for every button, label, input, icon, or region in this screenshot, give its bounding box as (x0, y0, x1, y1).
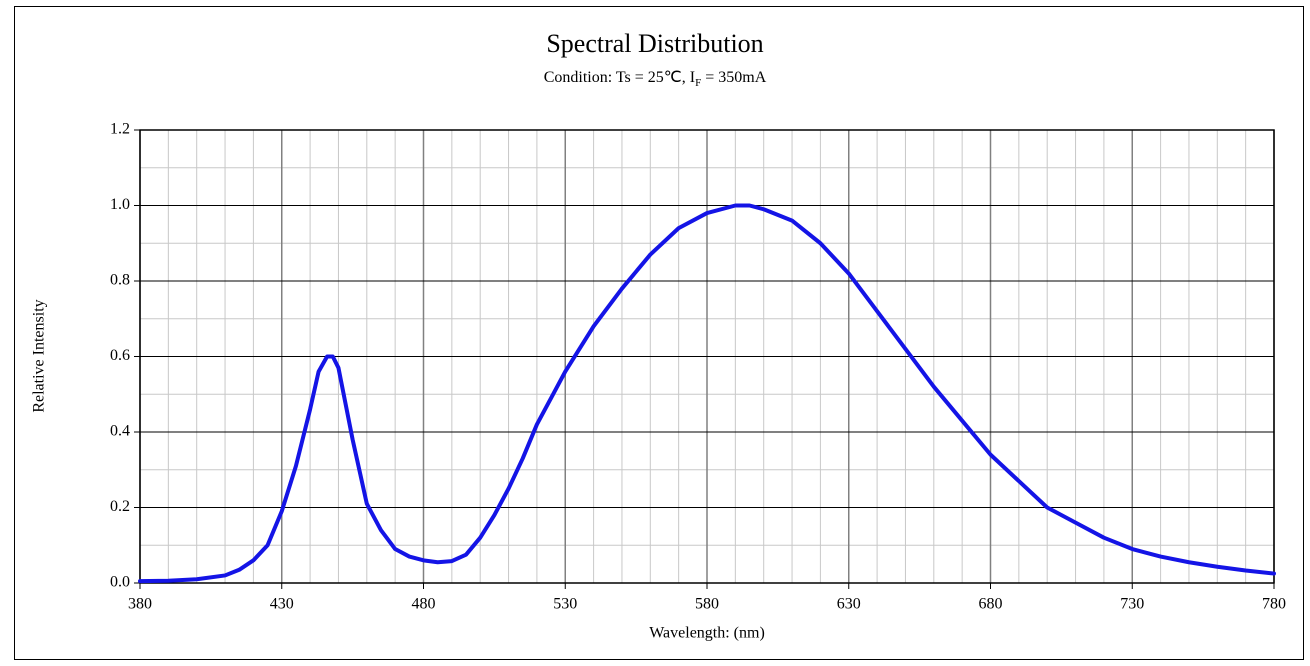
y-axis-label: Relative Intensity (31, 299, 48, 412)
plot-border (139, 129, 1275, 584)
y-tick-label: 0.6 (110, 347, 130, 364)
x-axis-label: Wavelength: (nm) (649, 625, 765, 642)
y-tick-label: 1.0 (110, 196, 130, 213)
frame (14, 6, 1304, 660)
subtitle-text: = 350mA (701, 69, 766, 86)
y-tick-label: 0.2 (110, 498, 130, 515)
chart-title: Spectral Distribution (546, 29, 763, 58)
subtitle-text: Condition: Ts = 25℃, I (544, 69, 695, 86)
x-tick-label: 580 (695, 596, 719, 613)
x-tick-label: 630 (837, 596, 861, 613)
data-line (138, 203, 1276, 584)
x-tick-label: 730 (1120, 596, 1144, 613)
x-tick-label: 780 (1262, 596, 1286, 613)
subtitle-subscript: F (695, 77, 701, 89)
chart-subtitle: Condition: Ts = 25℃, IF = 350mA (544, 69, 767, 89)
x-tick-label: 430 (270, 596, 294, 613)
y-tick-label: 1.2 (110, 121, 130, 138)
y-tick-label: 0.0 (110, 574, 130, 591)
y-tick-label: 0.4 (110, 423, 130, 440)
x-tick-label: 530 (553, 596, 577, 613)
x-tick-label: 480 (412, 596, 436, 613)
x-tick-label: 380 (128, 596, 152, 613)
x-tick-label: 680 (979, 596, 1003, 613)
y-tick-label: 0.8 (110, 272, 130, 289)
